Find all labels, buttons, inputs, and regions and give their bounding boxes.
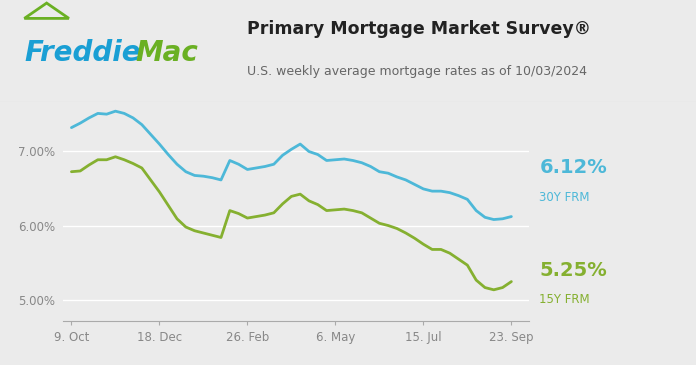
Text: 5.25%: 5.25% [539, 261, 607, 280]
Text: Freddie: Freddie [24, 39, 141, 67]
Text: U.S. weekly average mortgage rates as of 10/03/2024: U.S. weekly average mortgage rates as of… [247, 65, 587, 78]
Text: Mac: Mac [136, 39, 198, 67]
Text: 6.12%: 6.12% [539, 158, 607, 177]
Text: 15Y FRM: 15Y FRM [539, 293, 590, 306]
Text: 30Y FRM: 30Y FRM [539, 191, 590, 204]
Text: Primary Mortgage Market Survey®: Primary Mortgage Market Survey® [247, 20, 591, 38]
